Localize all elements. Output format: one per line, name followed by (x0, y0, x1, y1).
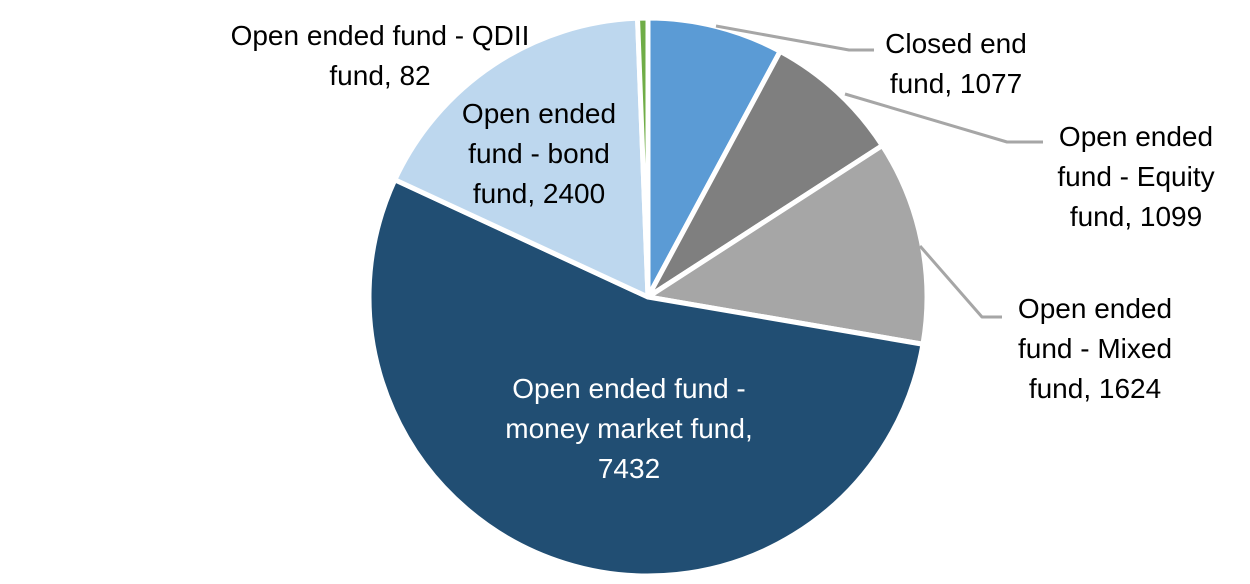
data-label-line: fund, 2400 (472, 178, 606, 209)
pie-slice-open-ended-fund-bond-fund (392, 15, 651, 300)
data-label-open-ended-fund-money-market-fund: Open ended fund - money market fund, 7432 (505, 369, 752, 489)
pie-slice-open-ended-fund-equity-fund (645, 48, 885, 300)
data-label-line: Open ended fund - QDII (230, 20, 530, 51)
data-label-open-ended-fund-equity-fund: Open ended fund - Equity fund, 1099 (1057, 117, 1214, 237)
data-label-line: Open ended (1017, 293, 1173, 324)
data-label-open-ended-fund-qdii-fund: Open ended fund - QDII fund, 82 (231, 16, 530, 96)
data-label-line: fund, 1077 (889, 68, 1023, 99)
data-label-open-ended-fund-bond-fund: Open ended fund - bond fund, 2400 (462, 94, 616, 214)
data-label-line: 7432 (597, 453, 661, 484)
pie-slice-open-ended-fund-qdii-fund (635, 15, 651, 300)
pie-slice-open-ended-fund-money-market-fund (366, 177, 926, 579)
leader-line-closed-end-fund (715, 24, 874, 52)
data-label-line: fund, 1624 (1028, 373, 1162, 404)
leader-line-open-ended-fund-mixed-fund (918, 245, 1002, 319)
data-label-line: Closed end (885, 28, 1027, 59)
data-label-line: Open ended (1058, 121, 1214, 152)
data-label-line: fund - Mixed (1017, 333, 1173, 364)
leader-line-open-ended-fund-equity-fund (844, 92, 1043, 144)
data-label-open-ended-fund-mixed-fund: Open ended fund - Mixed fund, 1624 (1018, 289, 1172, 409)
data-label-line: Open ended (461, 98, 617, 129)
data-label-line: Open ended fund - (512, 373, 746, 404)
data-label-line: fund, 82 (329, 60, 431, 91)
data-label-line: fund - bond (468, 138, 610, 169)
pie-slice-open-ended-fund-mixed-fund (645, 143, 930, 347)
data-label-line: money market fund, (505, 413, 753, 444)
data-label-line: fund - Equity (1057, 161, 1215, 192)
data-label-closed-end-fund: Closed end fund, 1077 (885, 24, 1027, 104)
data-label-line: fund, 1099 (1069, 201, 1203, 232)
